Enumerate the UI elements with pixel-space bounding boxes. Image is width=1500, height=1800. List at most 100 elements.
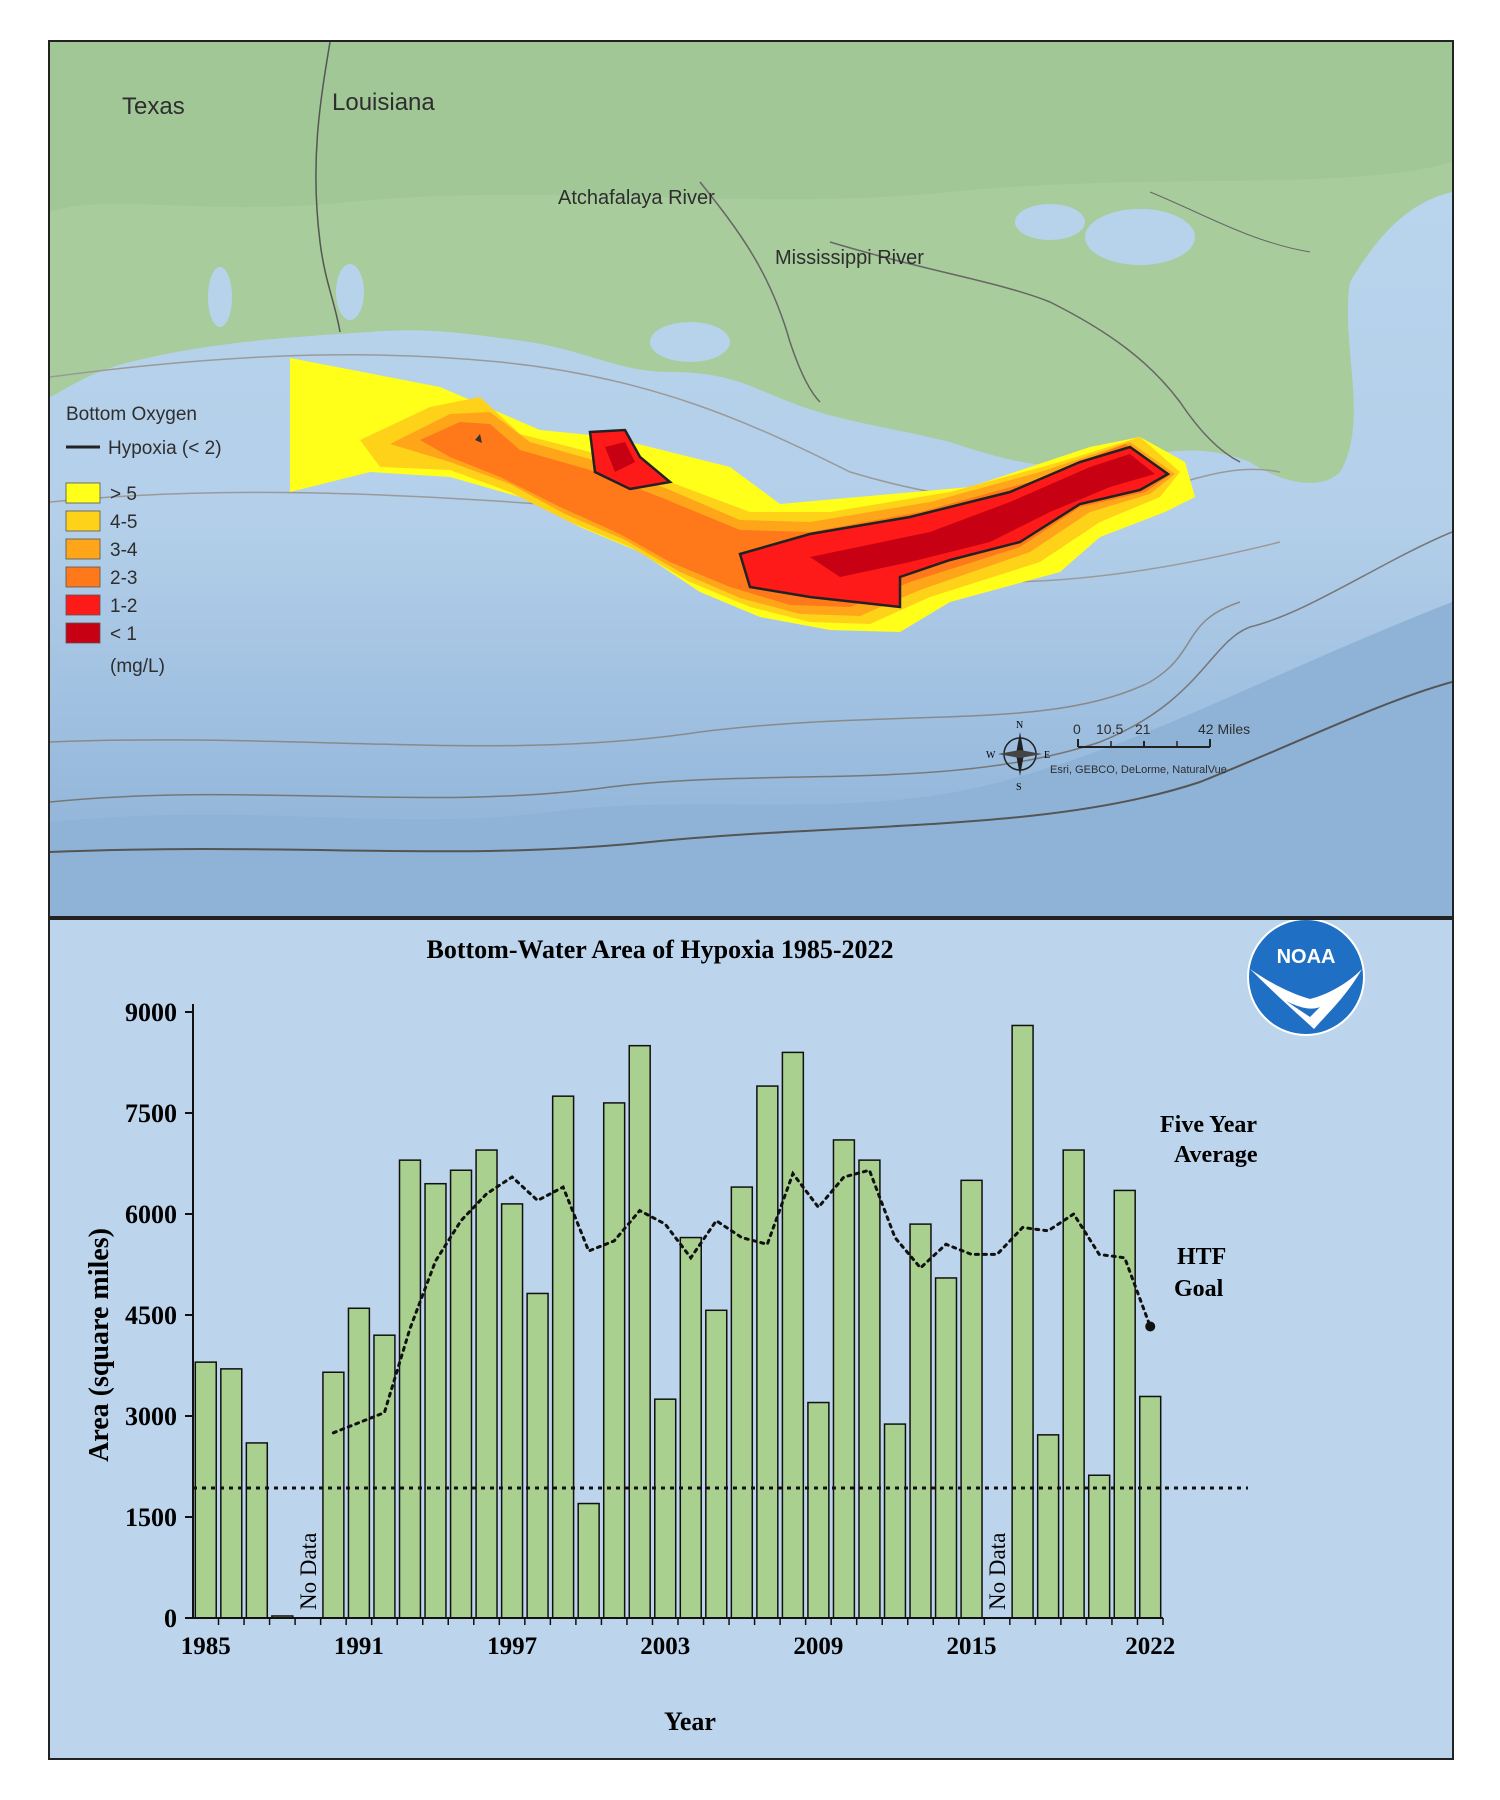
bar-1994 bbox=[424, 1182, 447, 1619]
x-tick-label: 2022 bbox=[1125, 1633, 1175, 1660]
bathymetry-contour bbox=[50, 601, 1241, 747]
compass-e: E bbox=[1044, 750, 1050, 761]
htf-goal-label-2: Goal bbox=[1174, 1276, 1224, 1302]
htf-goal-label-1: HTF bbox=[1177, 1244, 1226, 1270]
five-year-average-label-1: Five Year bbox=[1160, 1112, 1257, 1138]
bar-1997 bbox=[500, 1203, 524, 1619]
y-tick-label: 4500 bbox=[125, 1301, 177, 1330]
hypoxia-map: Texas Louisiana Atchafalaya River Missis… bbox=[50, 42, 1452, 916]
mississippi-river-line bbox=[829, 241, 1241, 463]
five-year-average-label-2: Average bbox=[1174, 1142, 1258, 1168]
x-tick-label: 1991 bbox=[334, 1633, 384, 1660]
noaa-logo-text: NOAA bbox=[1277, 946, 1336, 968]
bar-2014 bbox=[934, 1277, 958, 1619]
bar-1991 bbox=[347, 1307, 371, 1619]
scale-tick-0: 0 bbox=[1073, 721, 1081, 737]
legend-class-label: < 1 bbox=[110, 624, 137, 645]
lake bbox=[650, 322, 730, 362]
bar-1998 bbox=[526, 1292, 549, 1619]
scale-tick-10-5: 10.5 bbox=[1096, 721, 1123, 737]
bar-2015 bbox=[960, 1179, 983, 1619]
bar-2006 bbox=[730, 1186, 754, 1619]
y-tick-label: 1500 bbox=[125, 1503, 177, 1532]
chart-panel: Bottom-Water Area of Hypoxia 1985-2022 0… bbox=[48, 918, 1454, 1760]
label-louisiana: Louisiana bbox=[332, 89, 435, 116]
bar-2007 bbox=[756, 1085, 779, 1619]
map-panel: Texas Louisiana Atchafalaya River Missis… bbox=[48, 40, 1454, 918]
bar-2003 bbox=[654, 1398, 677, 1619]
compass-w: W bbox=[986, 750, 996, 761]
lake bbox=[1015, 204, 1085, 240]
noaa-logo: NOAA bbox=[1247, 920, 1365, 1036]
bathymetry-contour bbox=[50, 681, 1452, 853]
x-tick-label: 2003 bbox=[640, 1633, 690, 1660]
legend-units: (mg/L) bbox=[110, 656, 165, 677]
bar-2013 bbox=[909, 1223, 932, 1619]
legend-swatch bbox=[65, 594, 101, 616]
bar-2017 bbox=[1011, 1024, 1034, 1619]
legend-title: Bottom Oxygen bbox=[66, 404, 197, 425]
bar-2009 bbox=[807, 1401, 830, 1619]
y-axis-label: Area (square miles) bbox=[84, 1228, 115, 1462]
lake bbox=[208, 267, 232, 327]
legend-swatch bbox=[65, 538, 101, 560]
bar-2021 bbox=[1113, 1189, 1136, 1619]
bathymetry-contour bbox=[50, 531, 1452, 803]
y-tick-label: 9000 bbox=[125, 998, 177, 1027]
legend-swatch bbox=[65, 482, 101, 504]
bar-2001 bbox=[602, 1102, 626, 1619]
bar-1996 bbox=[475, 1149, 498, 1619]
hypoxia-zone bbox=[290, 358, 1195, 632]
x-tick-label: 2009 bbox=[793, 1633, 843, 1660]
lake bbox=[1085, 209, 1195, 265]
no-data-label: No Data bbox=[985, 1533, 1010, 1610]
bar-2002 bbox=[628, 1044, 651, 1619]
no-data-label: No Data bbox=[296, 1533, 321, 1610]
five-year-average-end-dot bbox=[1145, 1321, 1156, 1332]
legend-class-label: 3-4 bbox=[110, 540, 138, 561]
x-tick-label: 1997 bbox=[487, 1633, 537, 1660]
y-tick-label: 3000 bbox=[125, 1402, 177, 1431]
chart-title: Bottom-Water Area of Hypoxia 1985-2022 bbox=[427, 935, 894, 964]
x-axis-label: Year bbox=[664, 1707, 716, 1736]
lake bbox=[336, 264, 364, 320]
bar-1986 bbox=[220, 1368, 243, 1619]
compass-rose-icon: N S E W bbox=[986, 720, 1050, 793]
state-border bbox=[315, 42, 341, 333]
legend-class-label: 2-3 bbox=[110, 568, 137, 589]
bar-2010 bbox=[832, 1139, 856, 1619]
bar-1992 bbox=[373, 1334, 396, 1619]
bar-2022 bbox=[1139, 1395, 1162, 1619]
bar-2012 bbox=[883, 1423, 907, 1619]
bar-1990 bbox=[322, 1371, 345, 1619]
hypoxia-bar-chart: Bottom-Water Area of Hypoxia 1985-2022 0… bbox=[84, 920, 1365, 1736]
y-tick-label: 6000 bbox=[125, 1200, 177, 1229]
y-tick-label: 0 bbox=[164, 1604, 177, 1633]
compass-n: N bbox=[1016, 720, 1023, 731]
compass-s: S bbox=[1016, 782, 1022, 793]
bar-1985 bbox=[194, 1361, 217, 1619]
five-year-average-line bbox=[331, 1168, 1152, 1435]
bar-2018 bbox=[1036, 1434, 1060, 1619]
bar-2020 bbox=[1087, 1474, 1111, 1619]
label-mississippi-river: Mississippi River bbox=[775, 247, 924, 269]
legend-swatch bbox=[65, 510, 101, 532]
hypoxia-outline-east bbox=[738, 445, 1171, 609]
legend-swatch bbox=[65, 622, 101, 644]
deep-water bbox=[50, 602, 1452, 916]
x-tick-label: 1985 bbox=[181, 1633, 231, 1660]
bar-1995 bbox=[449, 1169, 473, 1619]
legend-class-label: 1-2 bbox=[110, 596, 137, 617]
bar-2004 bbox=[679, 1236, 702, 1619]
bar-2008 bbox=[781, 1051, 805, 1619]
bar-2011 bbox=[858, 1159, 881, 1619]
bar-1987 bbox=[245, 1442, 269, 1619]
atchafalaya-river-line bbox=[699, 181, 821, 403]
map-credits: Esri, GEBCO, DeLorme, NaturalVue bbox=[1050, 764, 1227, 776]
y-tick-label: 7500 bbox=[125, 1099, 177, 1128]
bar-2005 bbox=[705, 1309, 728, 1619]
bar-1993 bbox=[398, 1159, 422, 1619]
scale-bar: 0 10.5 21 42 Miles Esri, GEBCO, DeLorme,… bbox=[1050, 721, 1250, 776]
oxygen-band-3-4 bbox=[390, 412, 1175, 616]
bar-2000 bbox=[577, 1502, 600, 1619]
